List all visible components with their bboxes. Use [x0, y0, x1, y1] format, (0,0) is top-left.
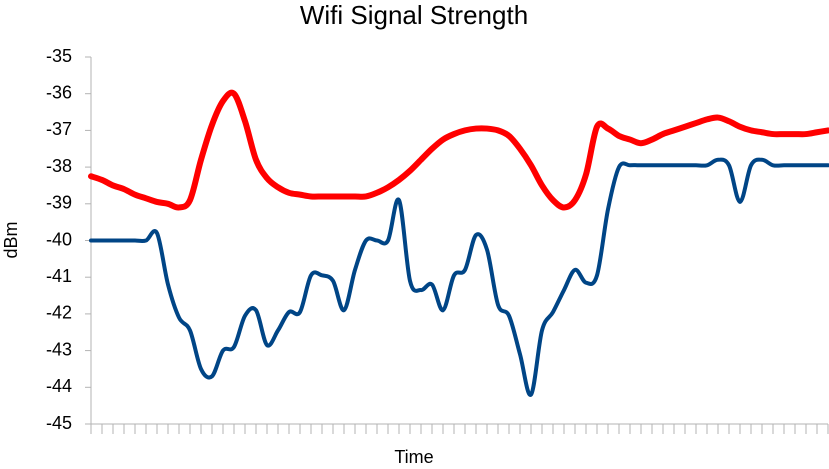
y-tick-label: -45: [46, 413, 72, 433]
chart-title: Wifi Signal Strength: [300, 0, 528, 30]
y-tick-label: -41: [46, 266, 72, 286]
y-tick-label: -35: [46, 46, 72, 66]
y-tick-label: -39: [46, 193, 72, 213]
y-tick-label: -44: [46, 376, 72, 396]
y-axis-label: dBm: [1, 221, 21, 258]
y-tick-label: -40: [46, 229, 72, 249]
data-line: [88, 89, 829, 211]
x-axis-label: Time: [394, 447, 433, 467]
y-tick-label: -43: [46, 339, 72, 359]
y-tick-label: -37: [46, 119, 72, 139]
y-tick-label: -36: [46, 82, 72, 102]
y-tick-label: -38: [46, 156, 72, 176]
data-line: [89, 157, 829, 397]
y-tick-label: -42: [46, 303, 72, 323]
